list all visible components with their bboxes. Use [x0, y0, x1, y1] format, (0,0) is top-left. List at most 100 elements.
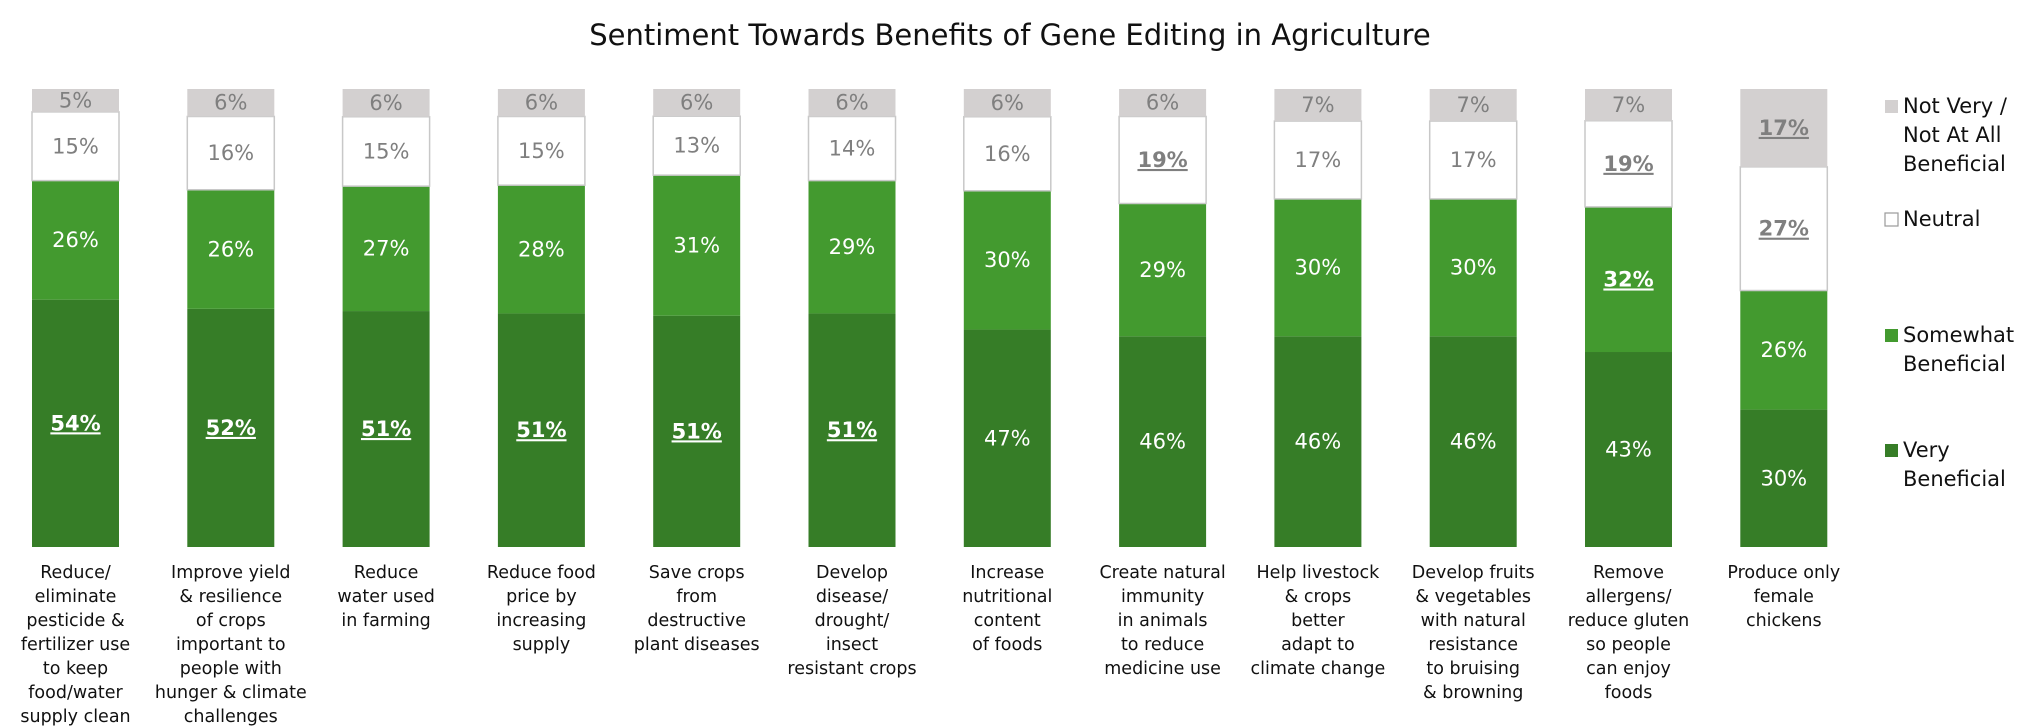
legend-label: Beneficial [1903, 152, 2006, 176]
data-label: 30% [1295, 256, 1342, 280]
data-label: 7% [1301, 93, 1334, 117]
category-label: allergens/ [1585, 587, 1671, 607]
legend-label: Not At All [1903, 123, 2001, 147]
bar-segment [963, 116, 1052, 192]
category-label: Create natural [1099, 563, 1225, 583]
category-label: & resilience [179, 587, 282, 607]
data-label: 6% [680, 91, 713, 115]
legend: Not Very / Not At All Beneficial Neutral Som… [1884, 94, 2014, 491]
data-label: 27% [363, 237, 410, 261]
category-label: fertilizer use [21, 635, 130, 655]
bar-segment [1118, 115, 1207, 205]
bar-segment [32, 180, 119, 300]
bar-stack: 51% 31% 13% 6% [652, 89, 741, 547]
category-label: of foods [972, 635, 1042, 655]
bar-segment [1274, 198, 1362, 337]
bar-segment [808, 89, 896, 117]
bar-segment [1585, 89, 1672, 121]
data-label: 52% [206, 416, 256, 440]
data-label: 15% [518, 139, 565, 163]
category-label: so people [1586, 635, 1671, 655]
category-label: content [974, 611, 1041, 631]
bar-stack: 46% 30% 17% 7% [1273, 89, 1363, 547]
data-label: 30% [1450, 256, 1497, 280]
category-label: water used [337, 587, 435, 607]
bar-segment [963, 89, 1051, 117]
category-label: chickens [1746, 611, 1822, 631]
category-label: challenges [184, 707, 278, 727]
category-label: Reduce [354, 563, 419, 583]
category-label: Save crops [649, 563, 745, 583]
legend-swatch [1884, 212, 1899, 227]
bar-segment [653, 175, 741, 316]
bar-segment [653, 315, 741, 547]
category-label: price by [506, 587, 577, 607]
category-label: to keep [43, 659, 108, 679]
data-label: 26% [1760, 338, 1807, 362]
bar-segment [1274, 336, 1362, 547]
legend-label: Somewhat [1903, 323, 2014, 347]
data-label: 6% [214, 91, 247, 115]
category-label: plant diseases [634, 635, 760, 655]
bar-stack: 46% 29% 19% 6% [1118, 89, 1207, 547]
legend-label: Very [1903, 438, 1950, 462]
bar-stack: 54% 26% 15% 5% [31, 88, 120, 547]
data-label: 51% [672, 419, 722, 443]
data-label: 30% [1760, 466, 1807, 490]
bar-segment [963, 190, 1051, 330]
legend-label: Beneficial [1903, 352, 2006, 376]
data-label: 15% [52, 134, 99, 158]
category-label: Reduce/ [40, 563, 111, 583]
data-label: 15% [363, 139, 410, 163]
legend-entry: Somewhat Beneficial [1885, 323, 2014, 376]
bar-segment [32, 299, 119, 547]
category-label: of crops [196, 611, 266, 631]
data-label: 7% [1457, 93, 1490, 117]
category-label: medicine use [1104, 659, 1221, 679]
bar-segment [963, 329, 1051, 547]
data-label: 54% [50, 411, 100, 435]
category-label: in animals [1118, 611, 1208, 631]
bar-segment [342, 89, 430, 117]
category-label: to reduce [1121, 635, 1204, 655]
bar-stack: 46% 30% 17% 7% [1428, 89, 1518, 547]
legend-entry: Not Very / Not At All Beneficial [1885, 94, 2008, 176]
category-label: resistant crops [787, 659, 916, 679]
category-label: female [1754, 587, 1814, 607]
bar-stack: 43% 32% 19% 7% [1584, 89, 1673, 547]
category-label: better [1291, 611, 1345, 631]
data-label: 47% [984, 426, 1031, 450]
bar-segment [808, 313, 896, 547]
category-label: people with [180, 659, 282, 679]
bar-segment [1429, 198, 1517, 337]
category-label: & crops [1285, 587, 1352, 607]
category-label: disease/ [816, 587, 888, 607]
data-label: 30% [984, 248, 1031, 272]
data-label: 46% [1139, 430, 1186, 454]
bar-segment [31, 111, 120, 182]
data-label: 17% [1450, 148, 1497, 172]
bar-stack: 30% 26% 27% 17% [1739, 89, 1829, 547]
legend-swatch [1885, 329, 1898, 342]
category-label: foods [1605, 683, 1653, 703]
data-label: 16% [207, 141, 254, 165]
data-label: 51% [516, 418, 566, 442]
data-label: 46% [1450, 430, 1497, 454]
bar-stack: 52% 26% 16% 6% [186, 89, 276, 547]
bar-segment [187, 308, 275, 547]
bar-segment [497, 115, 586, 186]
bar-segment [497, 185, 585, 314]
category-label: Help livestock [1257, 563, 1381, 583]
category-label: Reduce food [487, 563, 596, 583]
data-label: 13% [673, 134, 720, 158]
category-label: & browning [1423, 683, 1523, 703]
category-label: increasing [496, 611, 586, 631]
data-label: 51% [361, 417, 411, 441]
data-label: 31% [673, 233, 720, 257]
category-label: destructive [647, 611, 746, 631]
bar-segment [653, 89, 741, 117]
category-label: supply clean [20, 707, 130, 727]
data-label: 6% [369, 91, 402, 115]
bar-segment [1119, 89, 1207, 117]
bar-stack: 51% 29% 14% 6% [807, 89, 897, 547]
